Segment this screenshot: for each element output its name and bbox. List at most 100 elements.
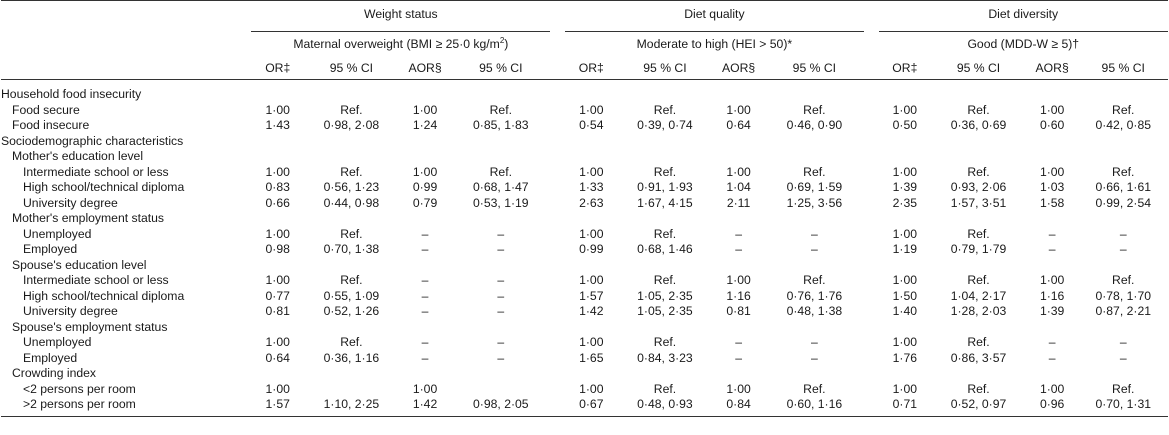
table-cell: [399, 258, 452, 274]
table-cell: [712, 149, 765, 165]
table-cell: 1·00: [412, 381, 438, 396]
table-cell: –: [497, 226, 505, 241]
table-cell: 1·00: [579, 102, 604, 117]
table-cell: 1·00: [892, 102, 918, 117]
table-row: Food insecure 1·43 0·98, 2·08 1·24 0·85, 1·8…: [1, 118, 1168, 134]
table-cell: [399, 320, 452, 336]
table-cell: [931, 320, 1026, 336]
table-cell: [565, 134, 618, 150]
table-cell: 1·00: [579, 381, 604, 396]
table-cell: 0·67: [564, 397, 618, 417]
table-cell: Ref.: [803, 102, 826, 117]
table-cell: 0·69, 1·59: [786, 180, 843, 194]
row-label: High school/technical diploma: [23, 288, 185, 303]
table-cell: Ref.: [1112, 273, 1135, 287]
row-label: University degree: [23, 304, 118, 318]
subgroup-header-moderate-to-high: Moderate to high (HEI > 50)*: [636, 37, 793, 51]
table-cell: [1026, 320, 1079, 336]
table-cell: 1·00: [892, 164, 918, 179]
table-cell: [879, 149, 932, 165]
table-cell: 0·42, 0·85: [1095, 118, 1151, 132]
table-cell: 1·00: [579, 335, 604, 349]
table-cell: Ref.: [967, 273, 990, 287]
table-cell: 1·05, 2·35: [637, 288, 693, 303]
table-cell: Ref.: [803, 164, 826, 179]
table-cell: 0·55, 1·09: [323, 288, 380, 303]
table-cell: –: [497, 288, 505, 303]
table-cell: [304, 382, 399, 398]
table-cell: [618, 149, 713, 165]
group-header-weight-status: Weight status: [251, 0, 551, 32]
row-label: Unemployed: [23, 335, 92, 349]
table-cell: Ref.: [967, 102, 990, 117]
table-row: Food secure 1·00 Ref. 1·00 Ref. 1·00 Ref. 1·00 R…: [1, 103, 1168, 119]
table-cell: –: [810, 242, 818, 256]
table-cell: 0·54: [579, 118, 604, 132]
table-cell: 0·44, 0·98: [323, 195, 380, 210]
table-cell: [1078, 149, 1168, 165]
table-cell: [618, 258, 713, 274]
table-cell: –: [810, 226, 818, 241]
table-cell: [451, 320, 550, 336]
table-cell: –: [421, 273, 429, 287]
table-cell: 0·87, 2·21: [1095, 304, 1151, 318]
table-cell: Ref.: [1112, 381, 1135, 396]
header-group-row: Weight status Diet quality Diet diversit…: [1, 0, 1168, 32]
table-cell: [451, 149, 550, 165]
column-header: 95 % CI: [931, 56, 1026, 80]
header-subgroup-row: Maternal overweight (BMI ≥ 25·0 kg/m2) M…: [1, 32, 1168, 57]
table-cell: 2·35: [892, 195, 918, 210]
table-cell: 0·70, 1·38: [323, 242, 380, 256]
row-label: <2 persons per room: [23, 381, 136, 396]
table-cell: [565, 149, 618, 165]
table-cell: –: [421, 350, 429, 365]
subgroup-header-maternal-overweight: Maternal overweight (BMI ≥ 25·0 kg/m2): [293, 36, 509, 52]
table-cell: [399, 366, 452, 382]
table-cell: 1·33: [579, 180, 604, 194]
table-cell: 1·40: [892, 304, 918, 318]
table-cell: 1·00: [726, 381, 751, 396]
table-cell: Ref.: [653, 102, 677, 117]
table-cell: –: [735, 226, 742, 241]
table-cell: –: [1119, 226, 1127, 241]
table-cell: 0·64: [265, 350, 290, 365]
table-row: Employed 0·98 0·70, 1·38 – – 0·99 0·68, 1·46 – –…: [1, 242, 1168, 258]
table-row: High school/technical diploma 0·83 0·56, 1…: [1, 180, 1168, 196]
table-cell: [1026, 366, 1079, 382]
table-cell: [879, 258, 932, 274]
table-cell: [1026, 211, 1079, 227]
table-cell: [879, 211, 932, 227]
table-cell: 1·04, 2·17: [950, 288, 1007, 303]
table-row: Mother's education level: [1, 149, 1168, 165]
row-label: Spouse's employment status: [12, 319, 168, 334]
table-row: Spouse's employment status: [1, 320, 1168, 336]
table-cell: –: [735, 350, 742, 365]
table-cell: [451, 382, 550, 398]
table-cell: [618, 87, 713, 103]
table-cell: Ref.: [653, 164, 677, 179]
table-cell: [1078, 366, 1168, 382]
table-cell: –: [421, 242, 429, 256]
table-cell: [251, 87, 304, 103]
table-cell: [1026, 134, 1079, 150]
table-cell: 0·79, 1·79: [950, 242, 1007, 256]
table-cell: 1·43: [265, 118, 290, 132]
table-cell: [1078, 211, 1168, 227]
table-cell: 0·85, 1·83: [473, 118, 529, 132]
table-cell: [565, 211, 618, 227]
results-table: Weight status Diet quality Diet diversit…: [1, 0, 1168, 417]
table-row: <2 persons per room 1·00 1·00 1·00 Ref. 1·00 R…: [1, 382, 1168, 398]
column-header: 95 % CI: [764, 56, 864, 80]
table-cell: 1·00: [892, 226, 918, 241]
table-cell: 1·00: [265, 273, 290, 287]
column-header: 95 % CI: [1078, 56, 1168, 80]
row-label: Unemployed: [23, 226, 92, 241]
table-cell: 1·76: [892, 350, 918, 365]
table-cell: 1·57: [251, 397, 305, 417]
table-cell: Ref.: [340, 102, 363, 117]
table-cell: –: [497, 273, 505, 287]
table-cell: [565, 87, 618, 103]
table-cell: 1·00: [579, 164, 604, 179]
table-cell: 1·24: [412, 118, 438, 132]
table-row: Unemployed 1·00 Ref. – – 1·00 Ref. – – 1·00 Ref. – –: [1, 227, 1168, 243]
